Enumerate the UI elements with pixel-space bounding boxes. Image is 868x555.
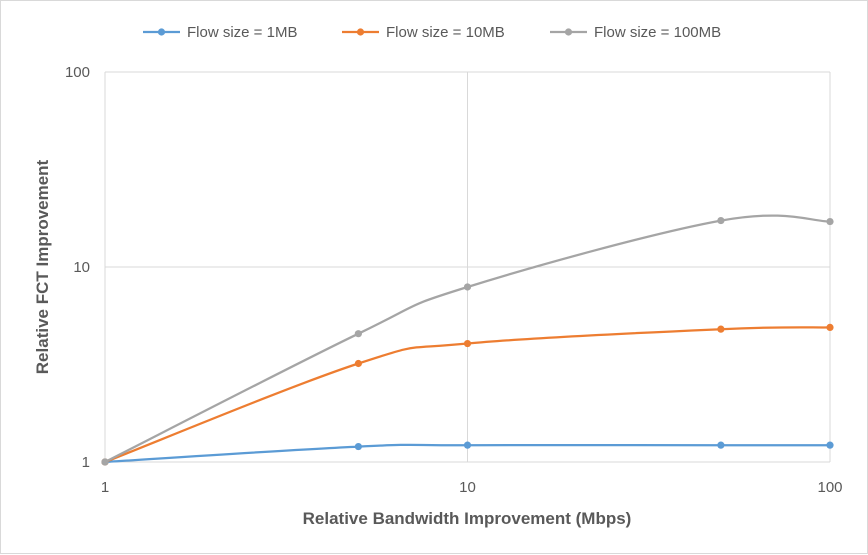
x-tick-label-1: 10 (459, 479, 476, 496)
legend-marker-0 (157, 28, 166, 36)
series-0-point-2 (463, 441, 472, 449)
series-1-point-3 (717, 325, 725, 333)
legend-label-1: Flow size = 10MB (386, 24, 505, 41)
series-1-point-2 (463, 339, 472, 348)
gridlines (104, 71, 831, 463)
y-tick-label-0: 1 (82, 454, 90, 471)
series-1-point-1 (354, 359, 362, 368)
legend-marker-1 (356, 28, 365, 36)
series-2-point-1 (354, 330, 362, 338)
series-2-point-2 (463, 283, 472, 291)
series-0-point-4 (826, 441, 834, 449)
legend: Flow size = 1MB Flow size = 10MB Flow size… (143, 24, 721, 41)
x-tick-label-2: 100 (817, 479, 842, 496)
y-tick-label-1: 10 (73, 259, 90, 276)
x-tick-label-0: 1 (101, 479, 109, 496)
series-1-point-4 (826, 323, 834, 332)
series-2-point-4 (826, 217, 834, 226)
y-axis-title: Relative FCT Improvement (33, 159, 52, 374)
series-group (101, 214, 834, 466)
y-tick-label-2: 100 (65, 64, 90, 81)
series-2-point-0 (101, 458, 109, 466)
x-axis-title: Relative Bandwidth Improvement (Mbps) (303, 509, 632, 528)
series-0-point-1 (354, 442, 362, 451)
series-0-point-3 (717, 441, 725, 449)
tick-labels: 1 10 100 1 10 100 (65, 64, 843, 496)
series-2-point-3 (717, 216, 725, 225)
legend-label-2: Flow size = 100MB (594, 24, 721, 41)
legend-label-0: Flow size = 1MB (187, 24, 297, 41)
legend-marker-2 (564, 28, 573, 36)
series-line-1 (104, 326, 831, 464)
